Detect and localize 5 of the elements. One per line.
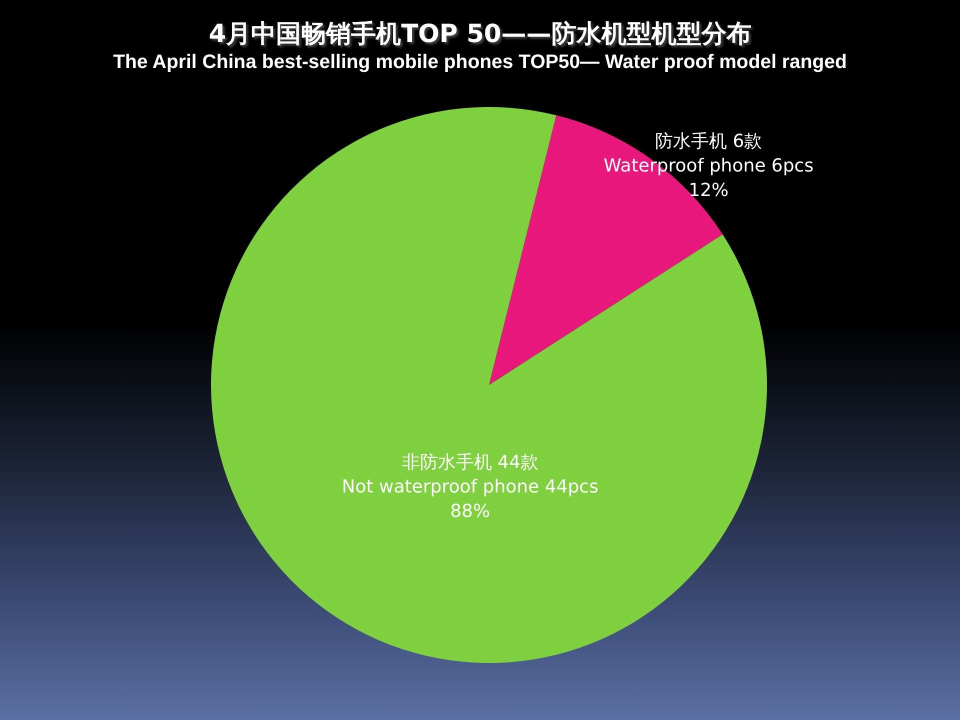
chart-title: 4月中国畅销手机TOP 50——防水机型机型分布 [208, 18, 752, 50]
data-label: 12% [688, 180, 729, 201]
chart-subtitle: The April China best-selling mobile phones TOP50— Water proof model ranged [112, 50, 848, 74]
data-label: 88% [450, 501, 490, 522]
slice-label: 非防水手机 44款 Not waterproof phone 44pcs [342, 452, 598, 498]
